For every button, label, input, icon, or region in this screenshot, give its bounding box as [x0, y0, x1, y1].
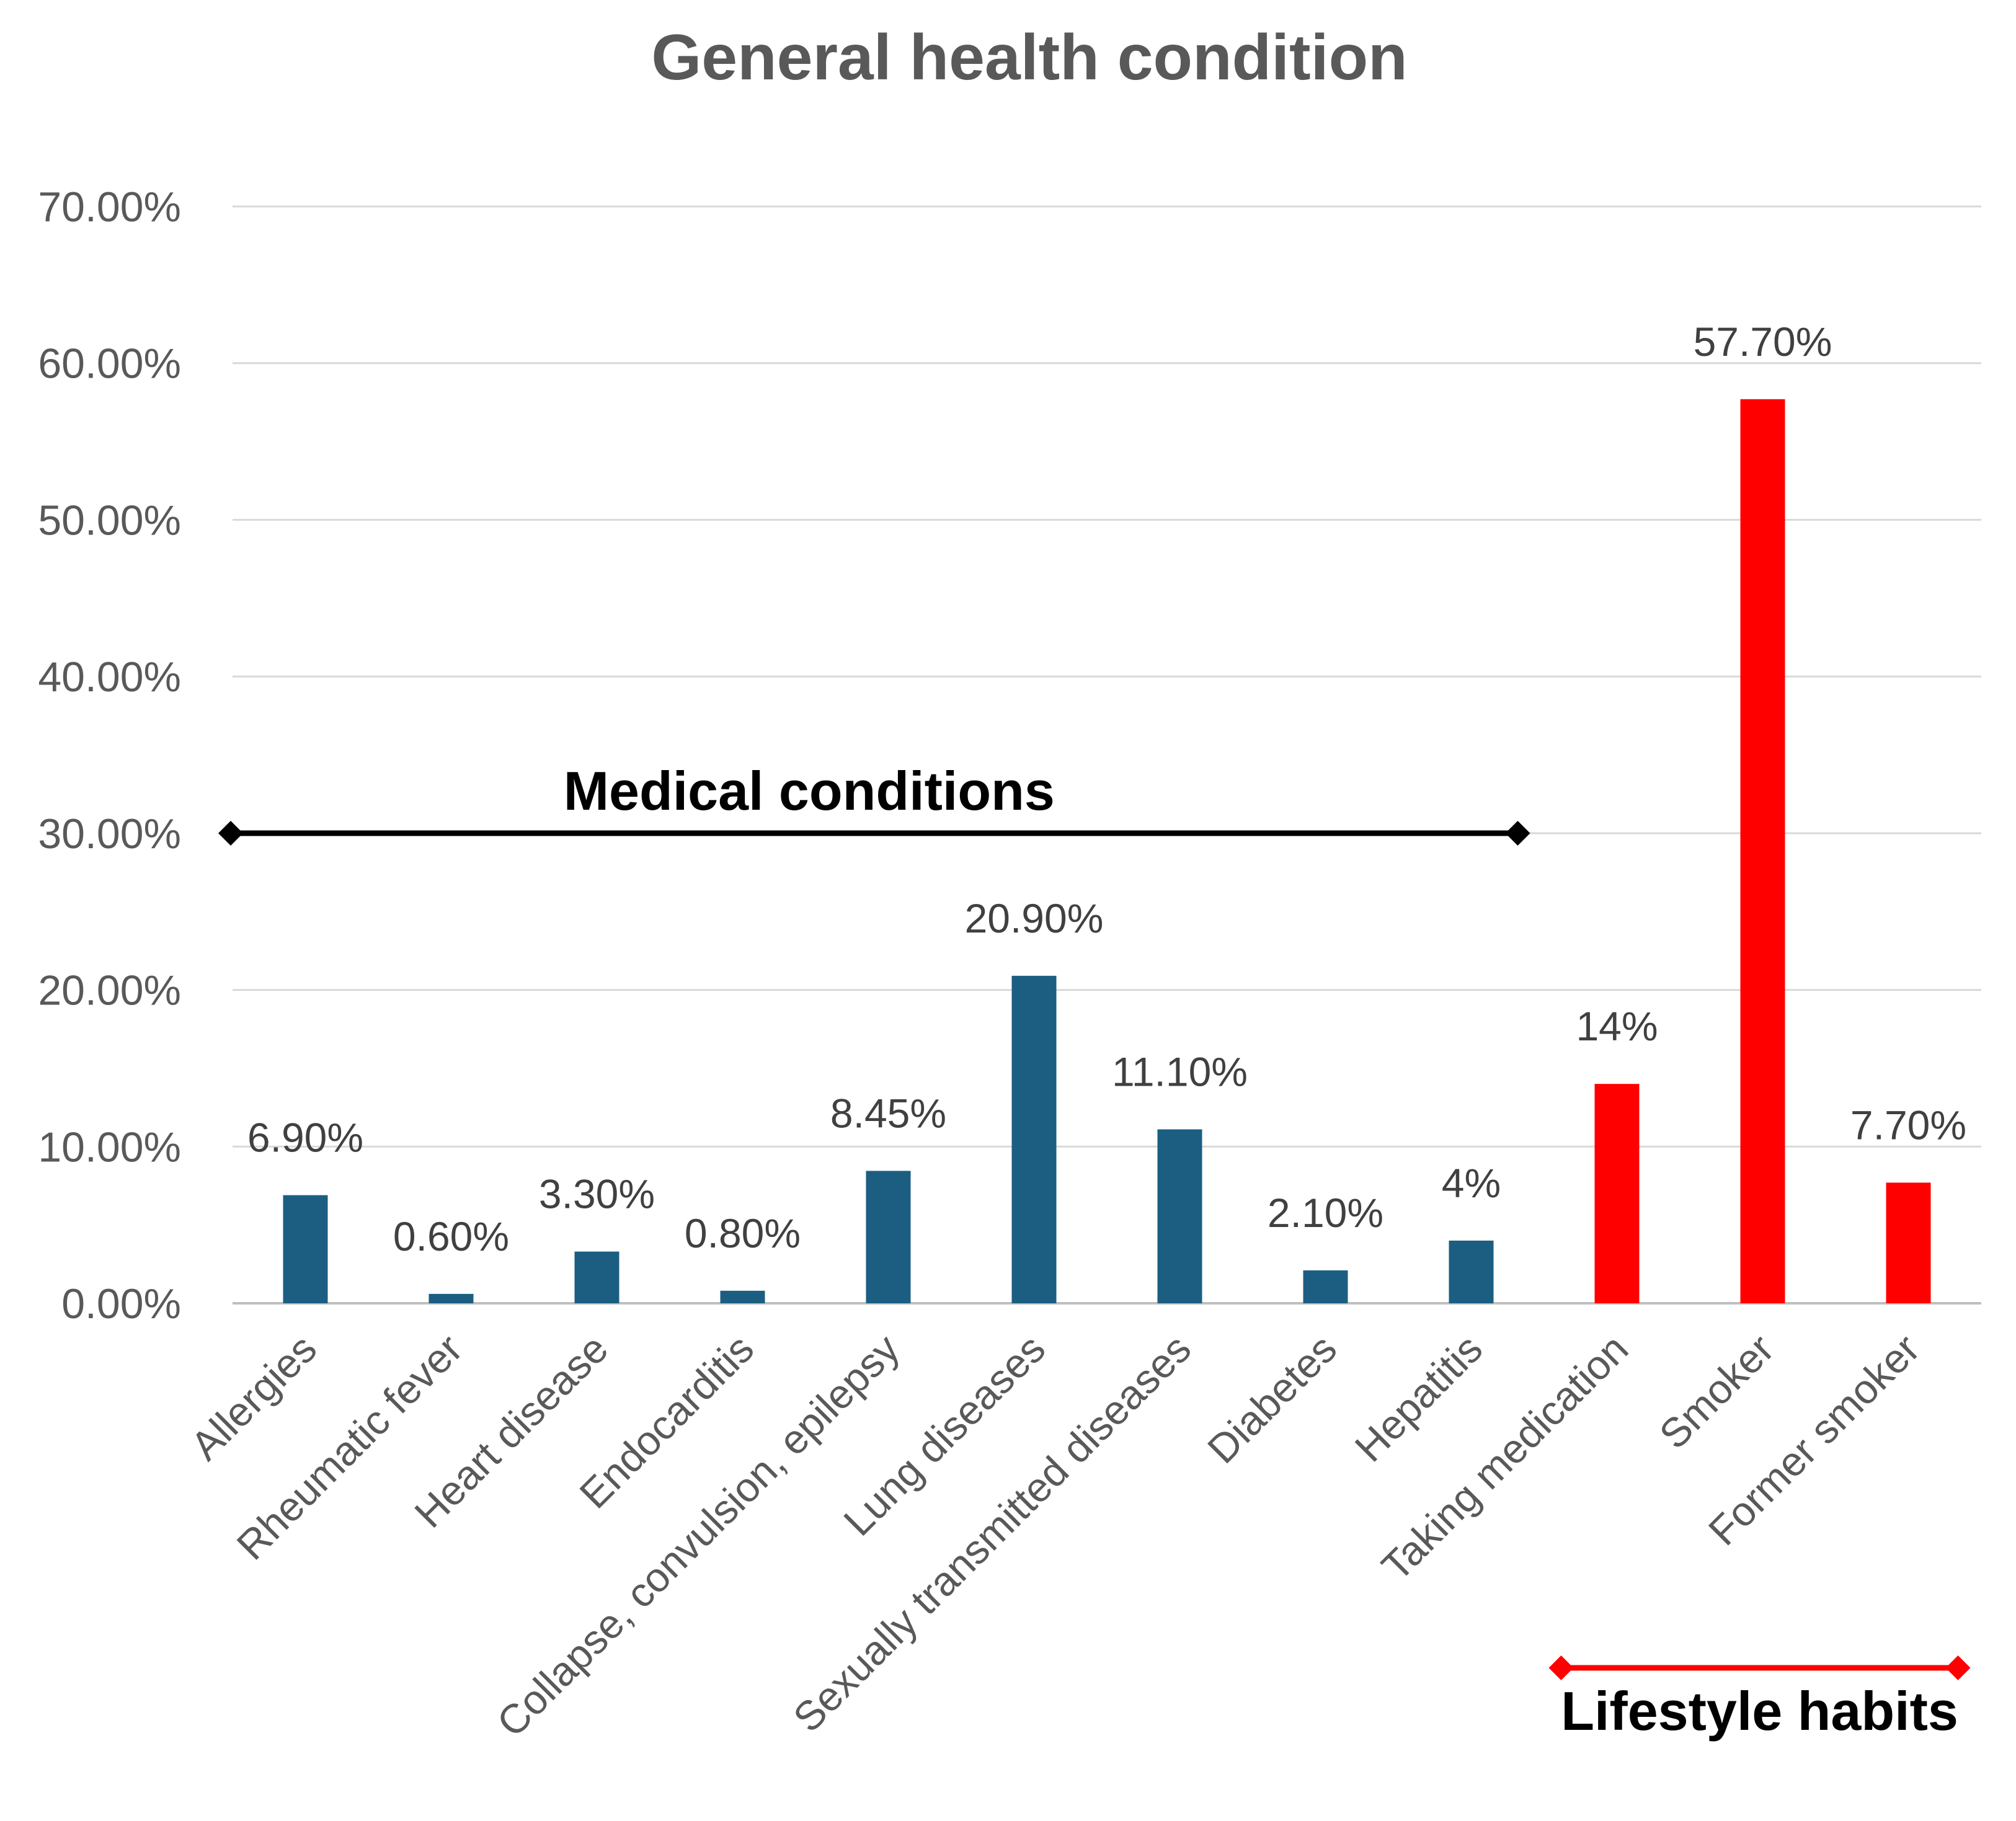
- y-tick-label: 10.00%: [38, 1123, 181, 1171]
- bar: [1594, 1084, 1640, 1303]
- bar: [574, 1251, 619, 1303]
- y-tick-label: 60.00%: [38, 340, 181, 388]
- x-category-label: Hepatitis: [1346, 1326, 1491, 1471]
- bar: [1303, 1270, 1348, 1303]
- bars: [283, 399, 1931, 1303]
- annotation-endpoint: [1505, 820, 1530, 846]
- bar: [1740, 399, 1785, 1303]
- chart-title: General health condition: [651, 22, 1407, 94]
- bar: [720, 1290, 765, 1303]
- data-label: 4%: [1442, 1160, 1501, 1206]
- y-tick-labels: 0.00% 10.00% 20.00% 30.00% 40.00% 50.00% 60.00…: [38, 184, 181, 1327]
- data-label: 2.10%: [1268, 1190, 1383, 1236]
- y-tick-label: 50.00%: [38, 497, 181, 544]
- y-tick-label: 20.00%: [38, 967, 181, 1014]
- data-labels: 6.90% 0.60% 3.30% 0.80% 8.45% 20.90% 11.10% 2.1…: [247, 319, 1966, 1259]
- x-category-label: Smoker: [1650, 1326, 1782, 1458]
- annotation-endpoint: [1548, 1655, 1574, 1680]
- bar: [1157, 1129, 1202, 1303]
- bar: [1011, 975, 1057, 1303]
- data-label: 20.90%: [965, 895, 1104, 941]
- bar: [1886, 1182, 1931, 1303]
- data-label: 7.70%: [1850, 1102, 1966, 1148]
- data-label: 11.10%: [1112, 1048, 1248, 1094]
- data-label: 0.60%: [393, 1213, 509, 1259]
- y-tick-label: 40.00%: [38, 654, 181, 701]
- bar: [866, 1171, 911, 1303]
- data-label: 3.30%: [539, 1171, 655, 1217]
- y-tick-label: 30.00%: [38, 810, 181, 857]
- data-label: 6.90%: [247, 1115, 363, 1161]
- y-tick-label: 70.00%: [38, 184, 181, 231]
- annotation-label: Lifestyle habits: [1561, 1680, 1958, 1742]
- x-category-label: Diabetes: [1199, 1326, 1346, 1473]
- annotations: Medical conditions Lifestyle habits: [218, 760, 1971, 1742]
- y-tick-label: 0.00%: [61, 1280, 181, 1327]
- annotation-label: Medical conditions: [564, 760, 1055, 822]
- annotation-endpoint: [218, 820, 243, 846]
- data-label: 8.45%: [830, 1090, 946, 1136]
- grid-layer: [233, 205, 1981, 1305]
- bar: [1449, 1240, 1494, 1303]
- bar: [429, 1293, 474, 1303]
- data-label: 57.70%: [1694, 319, 1832, 365]
- x-category-label: Allergies: [182, 1326, 325, 1469]
- annotation-endpoint: [1945, 1655, 1971, 1680]
- data-label: 0.80%: [685, 1210, 801, 1256]
- bar: [283, 1195, 328, 1303]
- x-category-label: Taking medication: [1373, 1326, 1637, 1590]
- data-label: 14%: [1576, 1003, 1658, 1049]
